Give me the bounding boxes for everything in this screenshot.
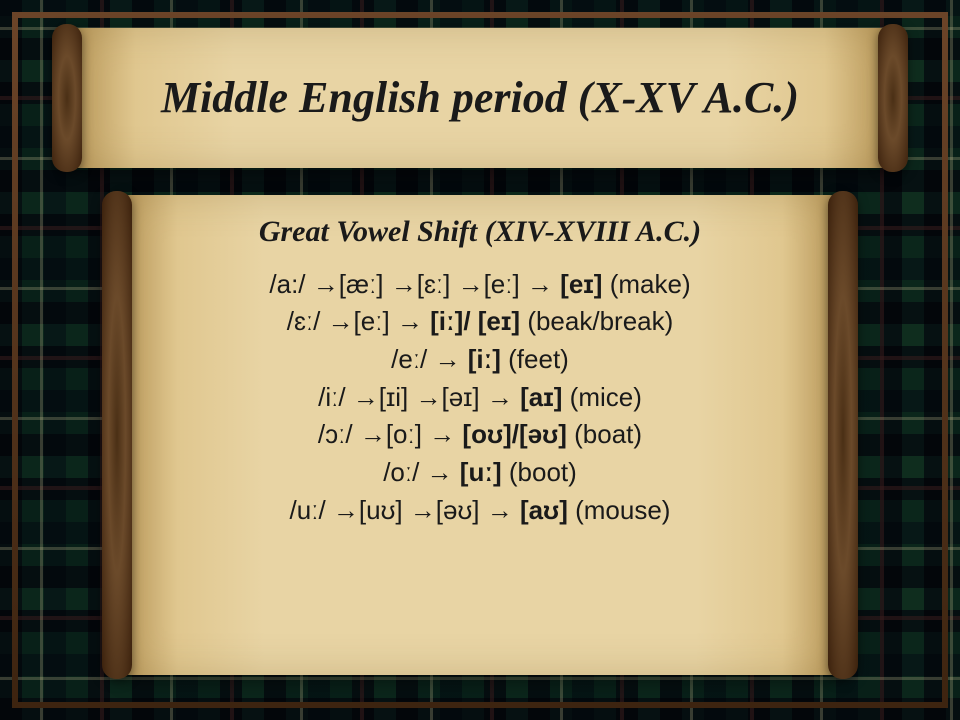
vowel-shift-row: /oː/ → [uː] (boot) [175, 454, 785, 492]
title-scroll: Middle English period (X-XV A.C.) [70, 28, 890, 168]
vowel-shift-row: /ɛː/ →[eː] → [iː]/ [eɪ] (beak/break) [175, 303, 785, 341]
vowel-shift-row: /uː/ →[uʊ] →[əʊ] → [aʊ] (mouse) [175, 492, 785, 530]
subtitle: Great Vowel Shift (XIV-XVIII A.C.) [175, 215, 785, 250]
vowel-shift-row: /eː/ → [iː] (feet) [175, 341, 785, 379]
slide-title: Middle English period (X-XV A.C.) [161, 73, 799, 124]
vowel-shift-row: /a:/ →[æː] →[ɛː] →[eː] → [eɪ] (make) [175, 266, 785, 304]
vowel-shift-row: /iː/ →[ɪi] →[əɪ] → [aɪ] (mice) [175, 379, 785, 417]
body-scroll: Great Vowel Shift (XIV-XVIII A.C.) /a:/ … [120, 195, 840, 675]
vowel-shift-list: /a:/ →[æː] →[ɛː] →[eː] → [eɪ] (make)/ɛː/… [175, 266, 785, 530]
vowel-shift-row: /ɔː/ →[oː] → [oʊ]/[əʊ] (boat) [175, 416, 785, 454]
